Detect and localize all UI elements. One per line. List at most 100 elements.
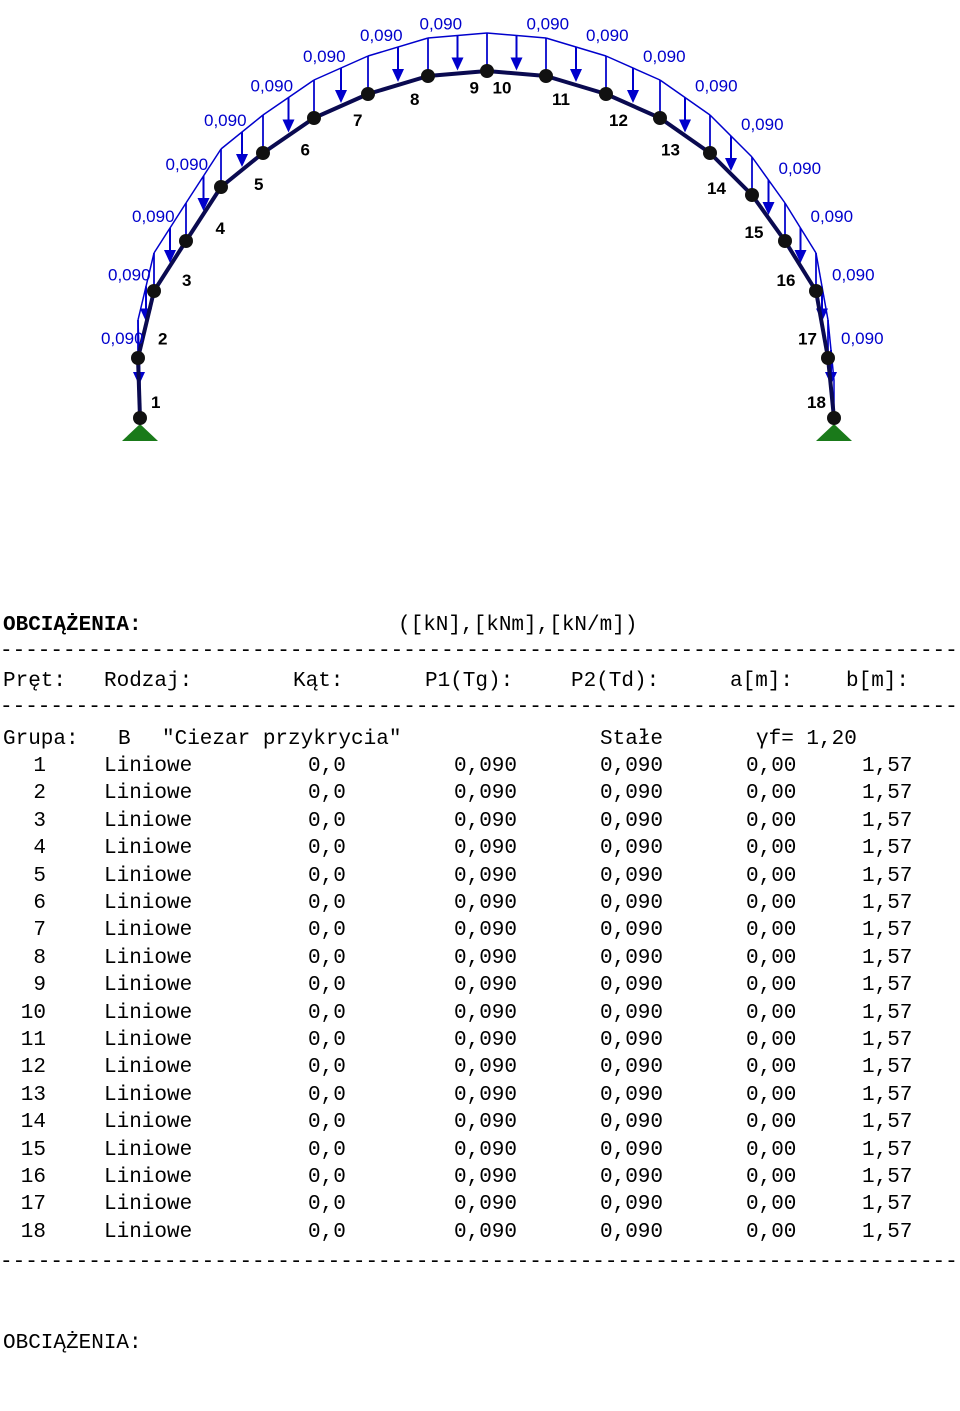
- node-dot: [653, 111, 667, 125]
- node-dot: [809, 284, 823, 298]
- load-value-label: 0,090: [420, 15, 463, 34]
- header-p2: P2(Td):: [571, 670, 660, 693]
- cell-p1: 0,090: [454, 1001, 518, 1025]
- bar-number-label: 13: [661, 141, 680, 160]
- cell-p2: 0,090: [600, 809, 664, 833]
- cell-p1: 0,090: [454, 1111, 518, 1135]
- cell-p1: 0,090: [454, 782, 518, 806]
- cell-p2: 0,090: [600, 1001, 664, 1025]
- cell-bar: 8: [33, 946, 46, 970]
- load-value-label: 0,090: [779, 159, 822, 178]
- bar-number-label: 16: [777, 271, 796, 290]
- cell-angle: 0,0: [308, 1138, 346, 1162]
- cell-b: 1,57: [862, 1138, 913, 1162]
- group-type: Stałe: [600, 728, 664, 751]
- bar-number-label: 18: [807, 393, 826, 412]
- node-dot: [599, 87, 613, 101]
- cell-type: Liniowe: [104, 809, 193, 833]
- node-dot: [539, 69, 553, 83]
- cell-a: 0,00: [746, 1056, 797, 1080]
- arch-bar: [184, 185, 223, 243]
- cell-bar: 17: [20, 1193, 46, 1217]
- cell-p2: 0,090: [600, 1166, 664, 1189]
- bar-number-label: 3: [182, 271, 191, 290]
- cell-a: 0,00: [746, 974, 797, 998]
- arch-load-diagram: 0,090 1 0,090 2 0,090 3 0,090 4 0,090 5 0,090 6 0,09…: [101, 15, 884, 441]
- cell-p1: 0,090: [454, 1166, 518, 1189]
- bar-number-label: 9: [470, 79, 479, 98]
- arch-bar: [486, 69, 547, 78]
- cell-p1: 0,090: [454, 892, 518, 915]
- cell-a: 0,00: [746, 837, 797, 861]
- cell-p2: 0,090: [600, 974, 664, 998]
- cell-type: Liniowe: [104, 1111, 193, 1135]
- cell-bar: 11: [20, 1029, 46, 1052]
- arrow-head-icon: [197, 198, 210, 211]
- cell-p2: 0,090: [600, 755, 664, 778]
- node-dot: [745, 188, 759, 202]
- arrow-head-icon: [679, 119, 691, 133]
- cell-bar: 14: [20, 1111, 46, 1135]
- load-value-label: 0,090: [527, 15, 570, 34]
- cell-bar: 1: [33, 755, 46, 778]
- bar-number-label: 5: [254, 175, 263, 194]
- arch-bar: [261, 116, 316, 155]
- load-value-label: 0,090: [811, 207, 854, 226]
- arch-bar: [750, 193, 787, 243]
- cell-b: 1,57: [862, 946, 913, 970]
- node-dot: [179, 234, 193, 248]
- cell-bar: 13: [20, 1083, 46, 1107]
- arch-bar: [427, 69, 488, 78]
- cell-type: Liniowe: [104, 755, 193, 778]
- cell-type: Liniowe: [104, 864, 193, 888]
- cell-b: 1,57: [862, 837, 913, 861]
- node-dot: [827, 411, 841, 425]
- cell-bar: 5: [33, 864, 46, 888]
- cell-angle: 0,0: [308, 864, 346, 888]
- cell-a: 0,00: [746, 1193, 797, 1217]
- arrow-head-icon: [510, 57, 523, 71]
- cell-b: 1,57: [862, 1083, 913, 1107]
- cell-p2: 0,090: [600, 837, 664, 861]
- arch-bar: [814, 290, 830, 359]
- cell-angle: 0,0: [308, 809, 346, 833]
- load-arrow-group: [659, 79, 711, 147]
- cell-b: 1,57: [862, 1220, 913, 1244]
- cell-b: 1,57: [862, 892, 913, 915]
- arrow-head-icon: [570, 69, 582, 82]
- bar-number-label: 10: [493, 79, 512, 98]
- cell-p2: 0,090: [600, 1111, 664, 1135]
- load-value-label: 0,090: [841, 329, 884, 348]
- cell-p2: 0,090: [600, 782, 664, 806]
- group-code: B: [118, 728, 131, 751]
- cell-b: 1,57: [862, 1029, 913, 1052]
- cell-a: 0,00: [746, 1001, 797, 1025]
- cell-bar: 18: [20, 1220, 46, 1244]
- arch-bar: [136, 290, 156, 359]
- cell-p1: 0,090: [454, 1220, 518, 1244]
- arrow-head-icon: [725, 158, 737, 171]
- group-label: Grupa:: [3, 728, 79, 751]
- cell-p1: 0,090: [454, 919, 518, 943]
- cell-angle: 0,0: [308, 946, 346, 970]
- bar-number-label: 8: [410, 90, 419, 109]
- arch-bar: [708, 151, 754, 197]
- cell-angle: 0,0: [308, 919, 346, 943]
- arch-bar: [313, 92, 369, 120]
- load-value-label: 0,090: [101, 329, 144, 348]
- cell-type: Liniowe: [104, 974, 193, 998]
- arch-bar: [826, 357, 836, 419]
- cell-bar: 9: [33, 974, 46, 998]
- column-headers: Pręt: Rodzaj: Kąt: P1(Tg): P2(Td): a[m]:…: [0, 668, 909, 695]
- report-header-row: OBCIĄŻENIA: ([kN],[kNm],[kN/m]): [0, 612, 637, 639]
- cell-p2: 0,090: [600, 1193, 664, 1217]
- load-value-label: 0,090: [360, 26, 403, 45]
- cell-angle: 0,0: [308, 1029, 346, 1052]
- cell-bar: 10: [20, 1001, 46, 1025]
- arrow-head-icon: [794, 250, 807, 263]
- cell-angle: 0,0: [308, 1220, 346, 1244]
- load-arrow-group: [427, 32, 488, 71]
- node-dot: [480, 64, 494, 78]
- arrow-head-icon: [762, 202, 775, 215]
- cell-p1: 0,090: [454, 1083, 518, 1107]
